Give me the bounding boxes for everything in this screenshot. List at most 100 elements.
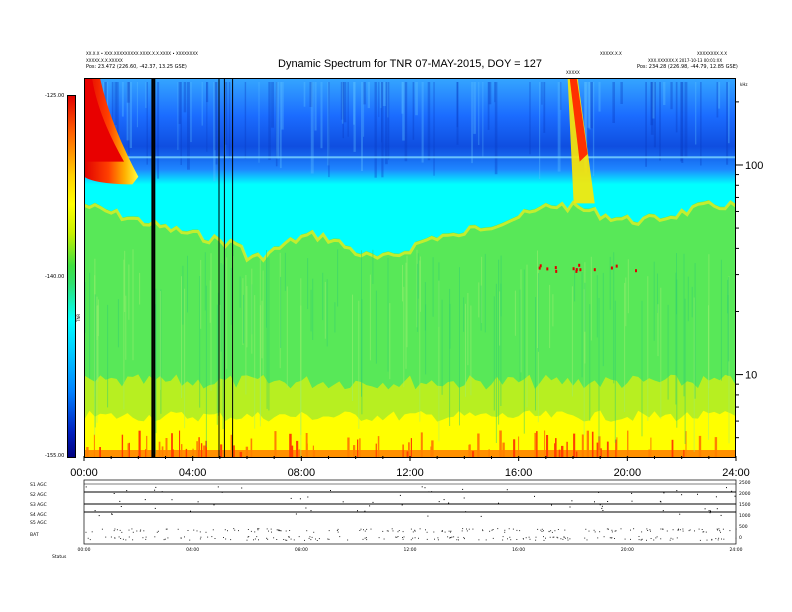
texture-streak [239, 276, 241, 308]
trace-dot [659, 500, 661, 502]
texture-streak [123, 259, 125, 410]
bat-dot [679, 529, 681, 531]
texture-streak [641, 300, 643, 437]
colorbar [67, 95, 76, 458]
trace-dot [716, 508, 718, 510]
bottom-spike [146, 435, 148, 458]
texture-streak-blue [126, 82, 130, 103]
bat-dot [254, 538, 256, 540]
bat-dot [110, 536, 112, 538]
texture-streak-blue [206, 82, 208, 152]
bat-dot [433, 531, 435, 533]
bat-dot [441, 530, 443, 532]
bottom-spike [410, 438, 412, 458]
bat-dot [543, 539, 545, 541]
bottom-spike [596, 442, 599, 458]
bat-dot [606, 528, 608, 530]
bottom-spike [502, 442, 505, 458]
bat-dot [140, 529, 142, 531]
trace-dot [299, 498, 301, 500]
texture-streak [484, 253, 486, 333]
texture-streak [254, 295, 256, 429]
bat-dot [418, 537, 419, 539]
bat-dot [310, 539, 312, 541]
texture-streak [96, 296, 98, 423]
texture-streak-blue [309, 82, 313, 107]
panel-label: S3 AGC [30, 502, 47, 508]
trace-dot [171, 499, 173, 501]
red-speckle [578, 263, 581, 267]
trace-dot [357, 510, 358, 512]
bottom-spike [245, 446, 249, 458]
bat-dot [426, 538, 428, 540]
texture-streak [205, 285, 207, 448]
texture-streak-blue [157, 82, 160, 179]
texture-streak [581, 272, 583, 378]
trace-dot [599, 504, 601, 506]
bat-dot [451, 536, 453, 538]
texture-streak [493, 296, 495, 411]
bottom-spike [573, 433, 576, 458]
texture-streak-blue [268, 82, 271, 160]
trace-dot [113, 493, 115, 494]
header-right-line-2: XXX.XXXXXX.X 2017-10-13 00:01:XX [648, 58, 723, 63]
texture-streak [300, 305, 302, 458]
bat-dot [492, 529, 494, 530]
trace-dot [708, 510, 710, 512]
trace-dot [307, 496, 309, 498]
red-speckle [555, 269, 558, 273]
bat-dot [234, 529, 236, 531]
texture-streak-blue [541, 82, 543, 105]
texture-streak [361, 250, 362, 397]
bat-dot [502, 536, 504, 538]
trace-dot [221, 491, 223, 493]
bat-dot [682, 528, 684, 530]
trace-dot [631, 492, 633, 494]
bat-dot [640, 539, 642, 541]
bat-dot [564, 529, 566, 531]
bat-dot [717, 529, 718, 531]
texture-streak-blue [228, 82, 231, 159]
bottom-spike [561, 445, 564, 458]
bottom-spike [359, 438, 361, 458]
bat-dot [257, 529, 259, 531]
bat-dot [586, 539, 588, 541]
texture-streak [676, 279, 678, 428]
texture-streak [624, 282, 626, 412]
texture-streak [614, 300, 616, 443]
bat-dot [180, 537, 182, 539]
bat-dot [705, 531, 707, 533]
bat-dot [630, 529, 631, 531]
time-tick-label: 24:00 [722, 467, 750, 479]
bat-dot [545, 537, 546, 539]
bottom-spike [230, 434, 233, 458]
panel-label: S2 AGC [30, 492, 47, 498]
bat-dot [593, 529, 595, 531]
texture-streak [675, 272, 677, 405]
bat-dot [649, 529, 651, 531]
red-speckle [610, 266, 613, 270]
bat-dot [672, 538, 674, 540]
texture-streak [216, 304, 218, 425]
bottom-spike [305, 433, 308, 458]
bat-dot [386, 530, 388, 532]
texture-streak-blue [456, 82, 459, 145]
bat-dot [298, 536, 300, 538]
bottom-spike [581, 434, 584, 458]
texture-streak [97, 305, 99, 382]
trace-dot [734, 495, 736, 497]
texture-streak [259, 259, 261, 421]
bat-dot [336, 530, 338, 531]
bat-dot [306, 530, 308, 532]
bat-dot [223, 537, 224, 538]
texture-streak-blue [716, 82, 719, 118]
texture-streak-blue [590, 82, 593, 129]
bat-dot [256, 536, 258, 538]
texture-streak [657, 273, 658, 313]
bottom-spike [86, 447, 89, 458]
bat-dot [599, 531, 601, 533]
trace-dot [663, 492, 665, 494]
texture-streak [372, 249, 374, 284]
trace-dot [594, 501, 595, 503]
bat-dot [121, 531, 123, 533]
